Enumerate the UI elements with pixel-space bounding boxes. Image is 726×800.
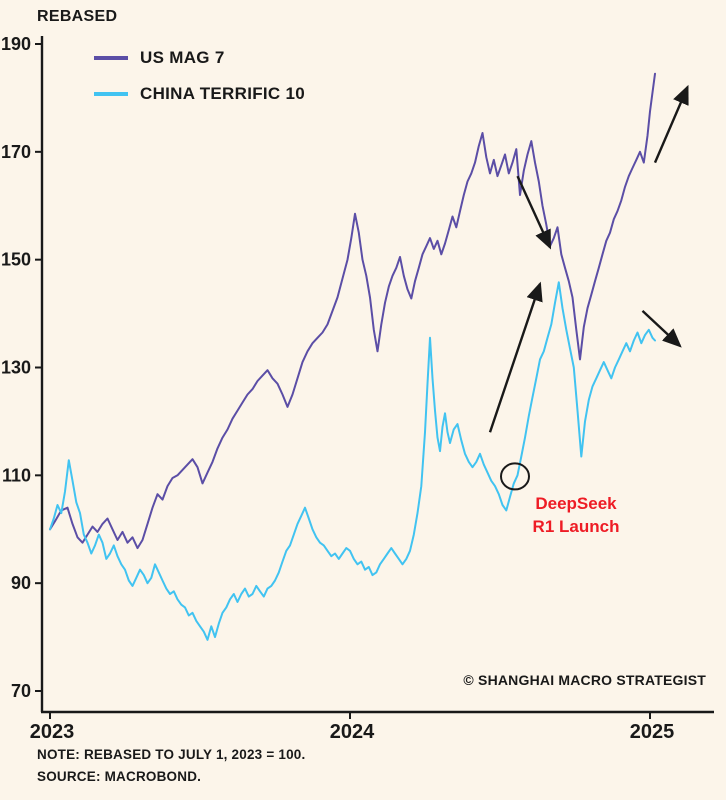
annotations-layer	[488, 84, 689, 491]
us-mag7-legend-label: US MAG 7	[140, 47, 225, 67]
deepseek-annotation-line2: R1 Launch	[532, 517, 620, 536]
axis-ticks: 190 170 150 130 110 90 70 2023 2024 2025	[1, 34, 674, 743]
legend-item-china-terrific-10: CHINA TERRIFIC 10	[94, 82, 305, 105]
legend: US MAG 7 CHINA TERRIFIC 10	[94, 46, 305, 105]
note-rebased: NOTE: REBASED TO JULY 1, 2023 = 100.	[37, 747, 306, 762]
y-tick-label: 110	[2, 465, 31, 485]
x-tick-label: 2024	[330, 721, 375, 743]
arrow-us-mag7-drop	[516, 175, 552, 250]
arrow-china-stall	[641, 310, 682, 348]
legend-item-us-mag7: US MAG 7	[94, 46, 305, 69]
y-tick-label: 150	[1, 250, 31, 270]
deepseek-launch-point-circle	[500, 462, 530, 491]
china-terrific-10-legend-label: CHINA TERRIFIC 10	[140, 83, 306, 103]
note-source: SOURCE: MACROBOND.	[37, 769, 202, 784]
x-tick-label: 2023	[30, 721, 75, 743]
deepseek-annotation-line1: DeepSeek	[535, 494, 617, 513]
series-line-china-terrific-10	[49, 281, 656, 641]
axes	[40, 36, 714, 714]
arrow-us-mag7-new-high	[653, 84, 689, 164]
copyright-text: © SHANGHAI MACRO STRATEGIST	[463, 672, 706, 688]
deepseek-annotation: DeepSeek R1 Launch	[512, 492, 640, 538]
y-axis-title: REBASED	[37, 8, 118, 25]
chart-plot: 190 170 150 130 110 90 70 2023 2024 2025	[1, 34, 714, 743]
y-tick-label: 170	[1, 142, 31, 162]
y-tick-label: 70	[11, 681, 31, 701]
arrow-china-rally	[488, 281, 543, 433]
series-lines	[49, 72, 656, 641]
x-tick-label: 2025	[630, 721, 675, 743]
china-terrific-10-line-swatch	[94, 91, 128, 96]
us-mag7-line-swatch	[94, 55, 128, 60]
series-line-us-mag-7	[49, 72, 656, 550]
y-tick-label: 90	[11, 573, 31, 593]
y-tick-label: 190	[1, 34, 31, 54]
y-tick-label: 130	[1, 358, 31, 378]
